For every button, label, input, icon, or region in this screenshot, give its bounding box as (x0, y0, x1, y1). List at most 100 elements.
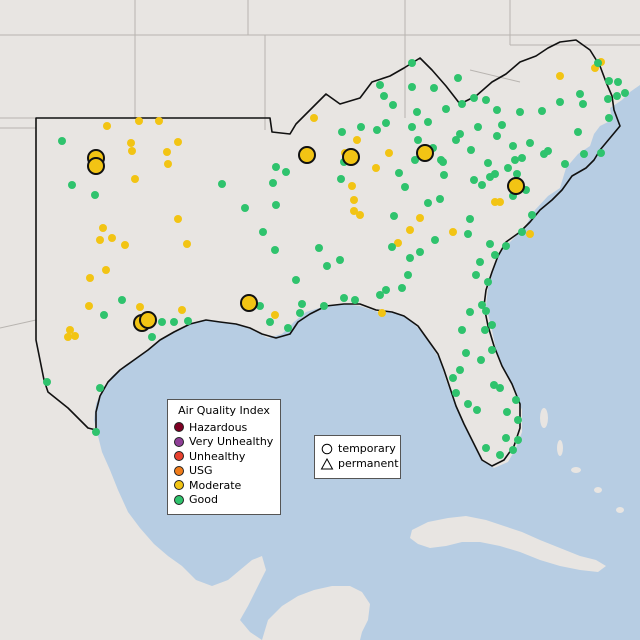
good-monitor-dot (509, 446, 517, 454)
legend-item-hazardous: Hazardous (168, 420, 280, 435)
good-monitor-dot (496, 384, 504, 392)
good-monitor-dot (574, 128, 582, 136)
good-monitor-dot (401, 183, 409, 191)
good-monitor-dot (594, 59, 602, 67)
good-monitor-dot (478, 301, 486, 309)
moderate-monitor-dot (174, 138, 182, 146)
moderate-monitor-dot (99, 224, 107, 232)
moderate-monitor-dot (127, 139, 135, 147)
temporary-monitor-marker (240, 294, 258, 312)
good-monitor-dot (91, 191, 99, 199)
moderate-monitor-dot (350, 196, 358, 204)
good-monitor-dot (605, 114, 613, 122)
moderate-monitor-dot (163, 148, 171, 156)
good-monitor-dot (496, 451, 504, 459)
moderate-monitor-dot (416, 214, 424, 222)
good-monitor-dot (320, 302, 328, 310)
good-monitor-dot (376, 81, 384, 89)
good-monitor-dot (458, 100, 466, 108)
swatch-unhealthy-icon (174, 451, 184, 462)
temporary-monitor-markers (87, 144, 525, 332)
circle-icon (321, 443, 333, 454)
good-monitor-dot (336, 256, 344, 264)
good-monitor-dot (486, 240, 494, 248)
legend-label: Very Unhealthy (189, 435, 274, 449)
temporary-monitor-marker (416, 144, 434, 162)
good-monitor-dot (315, 244, 323, 252)
legend-label: Unhealthy (189, 449, 246, 463)
good-monitor-dot (340, 294, 348, 302)
moderate-monitor-dot (96, 236, 104, 244)
moderate-monitor-dot (102, 266, 110, 274)
swatch-hazardous-icon (174, 422, 184, 433)
good-monitor-dot (323, 262, 331, 270)
good-monitor-dot (406, 254, 414, 262)
good-monitor-dot (118, 296, 126, 304)
legend-label: permanent (338, 457, 399, 470)
good-monitor-dot (462, 349, 470, 357)
swatch-moderate-icon (174, 480, 184, 491)
good-monitor-dot (513, 170, 521, 178)
moderate-monitor-dot (406, 226, 414, 234)
good-monitor-dot (580, 150, 588, 158)
legend-label: temporary (338, 442, 396, 455)
good-monitor-dot (218, 180, 226, 188)
good-monitor-dot (614, 78, 622, 86)
good-monitor-dot (511, 156, 519, 164)
moderate-monitor-dot (394, 239, 402, 247)
good-monitor-dot (184, 317, 192, 325)
good-monitor-dot (509, 142, 517, 150)
temporary-monitor-marker (139, 311, 157, 329)
good-monitor-dot (241, 204, 249, 212)
good-monitor-dot (440, 171, 448, 179)
good-monitor-dot (454, 74, 462, 82)
cuba (410, 516, 606, 572)
good-monitor-dot (476, 258, 484, 266)
good-monitor-dot (408, 59, 416, 67)
good-monitor-dot (544, 147, 552, 155)
good-monitor-dot (493, 132, 501, 140)
legend-item-permanent: permanent (315, 456, 400, 471)
good-monitor-dot (408, 83, 416, 91)
good-monitor-dot (491, 251, 499, 259)
good-monitor-dot (477, 356, 485, 364)
good-monitor-dot (430, 84, 438, 92)
good-monitor-dot (478, 181, 486, 189)
good-monitor-dot (467, 146, 475, 154)
good-monitor-dot (466, 308, 474, 316)
good-monitor-dot (282, 168, 290, 176)
good-monitor-dot (605, 77, 613, 85)
good-monitor-dot (373, 126, 381, 134)
legend-label: Hazardous (189, 420, 248, 434)
good-monitor-dot (404, 271, 412, 279)
good-monitor-dot (613, 92, 621, 100)
moderate-monitor-dot (353, 136, 361, 144)
moderate-monitor-dot (128, 147, 136, 155)
temporary-monitor-marker (298, 146, 316, 164)
good-monitor-dot (514, 436, 522, 444)
good-monitor-dot (579, 100, 587, 108)
triangle-icon (320, 457, 334, 469)
region-outline (35, 39, 621, 467)
moderate-monitor-dot (164, 160, 172, 168)
good-monitor-dot (504, 164, 512, 172)
good-monitor-dot (436, 195, 444, 203)
moderate-monitor-dot (356, 211, 364, 219)
good-monitor-dot (100, 311, 108, 319)
good-monitor-dot (470, 94, 478, 102)
good-monitor-dot (488, 346, 496, 354)
good-monitor-dot (398, 284, 406, 292)
legend-title: Air Quality Index (178, 404, 270, 417)
good-monitor-dot (376, 291, 384, 299)
moderate-monitor-dot (64, 333, 72, 341)
moderate-monitor-dot (103, 122, 111, 130)
good-monitor-dot (390, 212, 398, 220)
good-monitor-dot (271, 246, 279, 254)
moderate-monitor-dot (271, 311, 279, 319)
good-dots (43, 59, 629, 459)
good-monitor-dot (292, 276, 300, 284)
good-monitor-dot (621, 89, 629, 97)
good-monitor-dot (464, 400, 472, 408)
good-monitor-dot (488, 321, 496, 329)
good-monitor-dot (473, 406, 481, 414)
